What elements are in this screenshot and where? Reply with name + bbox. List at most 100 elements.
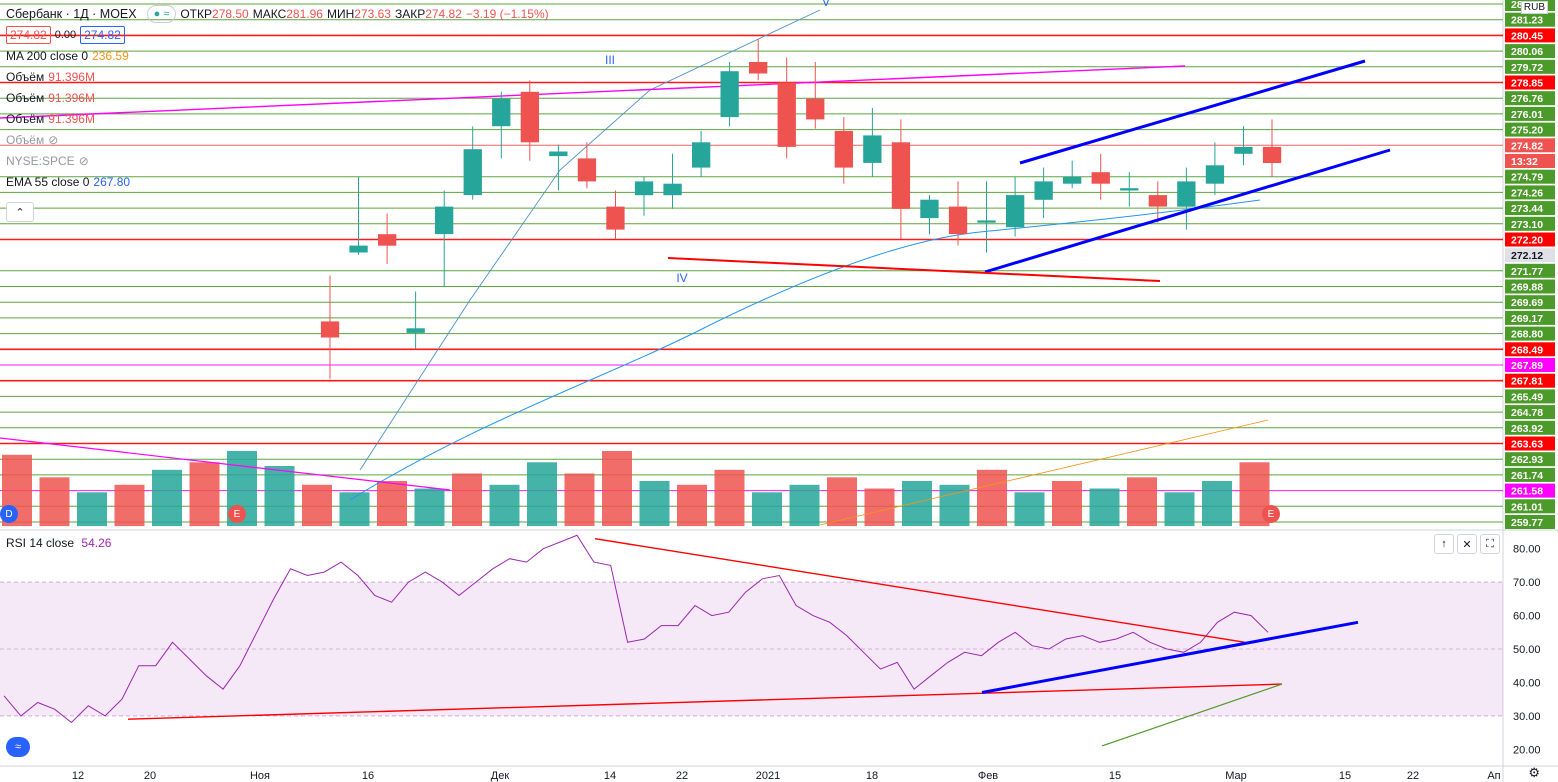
price-scale-label: 263.63 [1511,439,1543,451]
volume-row-3[interactable]: Объём 91.396M [6,108,553,129]
volume-row-1[interactable]: Объём 91.396M [6,66,553,87]
dividend-icon: D [5,508,13,520]
support-trend-line [667,257,1161,282]
candle-body [577,158,597,182]
time-axis-label: 20 [144,770,156,782]
price-label-bg [1505,154,1555,168]
volume-bar [789,484,820,527]
low-value: 273.63 [354,6,391,21]
volume-bar [339,492,370,527]
move-up-icon[interactable]: ↑ [1434,534,1454,554]
channel-upper-line [1019,59,1366,165]
rsi-scale-label: 60.00 [1513,611,1541,623]
volume-bar [264,466,295,526]
candle-body [834,130,853,168]
rsi-scale-label: 40.00 [1513,677,1541,689]
volume-label-4: Объём [6,132,45,147]
time-axis-label: Фев [978,770,998,782]
candle-body [1006,195,1025,228]
chart-legend: Сбербанк · 1Д · MOEX ● ≈ ОТКР 278.50 МАК… [6,3,553,192]
candle-body [663,183,682,196]
dividend-event[interactable]: D [0,505,18,523]
market-status-pill[interactable]: ● ≈ [146,4,177,23]
candle-body [1034,181,1053,200]
price-label-bg [1505,436,1555,451]
price-label-bg [1505,263,1555,278]
volume-row-2[interactable]: Объём 91.396M [6,87,553,108]
candle-body [435,206,454,235]
bid-value[interactable]: 274.82 [6,25,51,44]
candle-body [920,199,939,219]
ema55-value: 267.80 [93,174,131,189]
volume-value-1: 91.396M [48,69,95,84]
volume-bar [677,484,707,527]
ask-value[interactable]: 274.82 [80,25,125,44]
rsi-trend-line [981,620,1359,694]
candle-body [777,82,796,147]
volume-bar [1052,481,1082,526]
price-label-bg [1505,91,1555,106]
maximize-icon[interactable]: ⛶ [1480,534,1500,554]
symbol-title[interactable]: Сбербанк · 1Д · MOEX [6,6,137,21]
volume-bar [77,492,107,527]
rsi-support-line [127,683,1283,720]
price-scale-label: 272.20 [1511,235,1543,247]
price-label-bg [1505,201,1555,216]
candle-body [606,206,625,230]
volume-bar [452,473,482,526]
volume-label-2: Объём [6,90,45,105]
time-axis-label: Мар [1225,770,1247,782]
hidden-eye-icon[interactable]: ⊘ [78,153,89,168]
rsi-line [3,534,1269,724]
ma200-row[interactable]: MA 200 close 0 236.59 [6,45,553,66]
price-scale-label: 262.93 [1511,454,1543,466]
collapse-legend-button[interactable]: ⌃ [6,202,34,222]
candle-body [520,91,539,143]
price-scale-label: 280.06 [1511,46,1543,58]
ma200-line [819,419,1269,526]
earnings-event[interactable]: E [1262,505,1280,523]
candle-body [1148,195,1167,207]
ma200-value: 236.59 [92,48,129,63]
hidden-eye-icon[interactable]: ⊘ [48,132,59,147]
ema55-row[interactable]: EMA 55 close 0 267.80 [6,171,553,192]
volume-row-4[interactable]: Объём ⊘ [6,129,553,150]
price-scale-label: 273.10 [1511,219,1543,231]
rsi-legend[interactable]: RSI 14 close 54.26 [6,536,111,550]
compare-label: NYSE:SPCE [6,153,75,168]
earnings-event[interactable]: E [228,505,246,523]
time-axis-label: 15 [1339,770,1351,782]
volume-bar [1014,492,1045,527]
price-scale-label: 271.77 [1511,266,1543,278]
candle-body [1234,146,1253,154]
compare-row[interactable]: NYSE:SPCE ⊘ [6,150,553,171]
price-scale-label: 278.85 [1511,78,1543,90]
settings-gear-icon[interactable]: ⚙ [1528,765,1540,780]
volume-bar [639,481,670,526]
time-axis-label: 12 [72,770,84,782]
wave-label: V [822,0,830,9]
volume-bar [39,477,70,527]
price-label-bg [1505,310,1555,325]
close-label: ЗАКР [394,6,426,21]
candle-body [977,220,996,223]
price-scale-label: 265.49 [1511,391,1543,403]
price-label-bg [1505,122,1555,137]
fx-badge[interactable]: ≈ [6,737,30,757]
bid-ask-row: 274.82 0.00 274.82 [6,24,553,45]
price-label-bg [1505,358,1555,372]
close-icon[interactable]: ✕ [1457,534,1477,554]
volume-value-2: 91.396M [48,90,95,105]
ema55-line [349,199,1261,501]
candle-body [378,234,397,246]
price-label-bg [1505,279,1555,294]
price-label-bg [1505,106,1555,121]
rsi-label: RSI 14 close [6,536,75,550]
price-label-bg [1505,295,1555,310]
currency-label[interactable]: RUB [1520,1,1548,14]
price-label-bg [1505,44,1555,59]
volume-bar [414,488,445,526]
price-scale-label: 273.44 [1511,203,1543,215]
price-scale-label: 267.81 [1511,376,1543,388]
